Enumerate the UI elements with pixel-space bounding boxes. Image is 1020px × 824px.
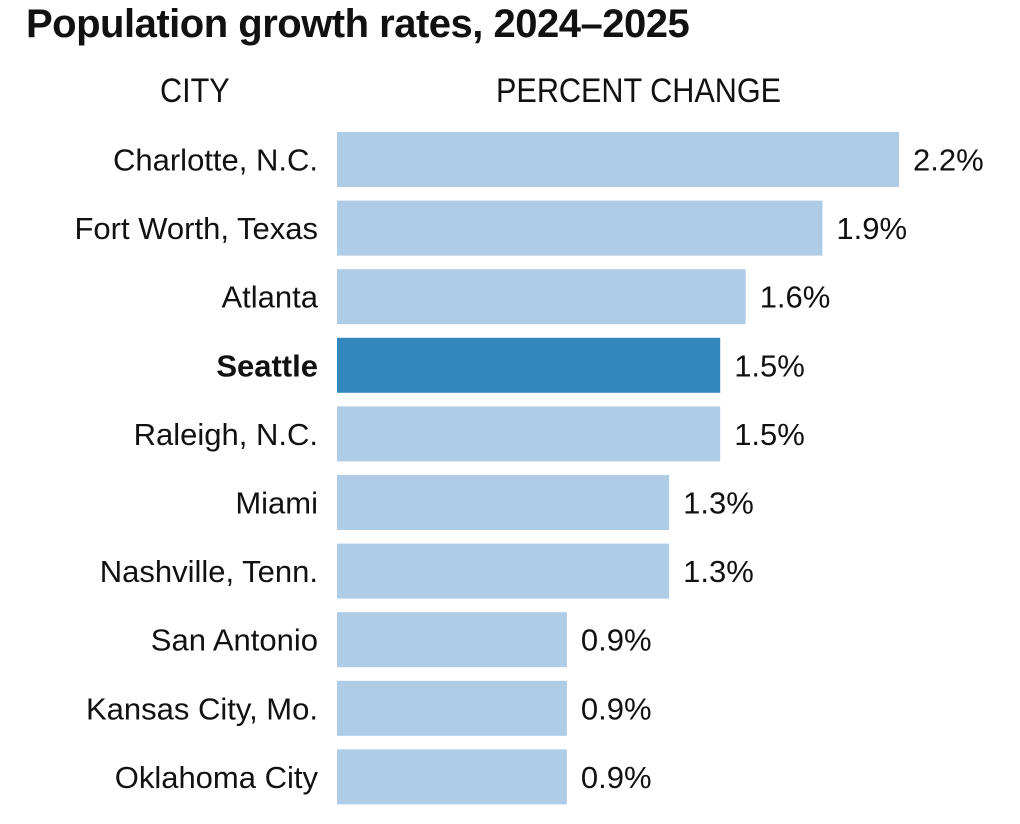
city-label-1: Fort Worth, Texas [75,211,319,246]
city-label-0: Charlotte, N.C. [113,143,318,178]
bar-8 [337,680,567,736]
value-label-4: 1.5% [734,417,805,452]
category-column-header: CITY [160,72,230,110]
bar-1 [337,200,823,256]
bar-6 [337,543,670,599]
value-label-7: 0.9% [581,623,652,658]
bar-2 [337,269,746,325]
city-label-2: Atlanta [221,280,318,315]
bar-7 [337,612,567,668]
value-label-1: 1.9% [836,211,907,246]
bar-9 [337,749,567,805]
bar-5 [337,475,670,530]
value-label-5: 1.3% [683,486,754,521]
city-label-3: Seattle [216,348,318,383]
value-label-2: 1.6% [760,280,831,315]
bar-3 [337,337,721,393]
chart-title: Population growth rates, 2024–2025 [26,2,690,46]
city-label-8: Kansas City, Mo. [86,691,318,726]
value-label-8: 0.9% [581,691,652,726]
city-label-6: Nashville, Tenn. [100,554,318,589]
city-label-9: Oklahoma City [115,760,319,795]
city-label-5: Miami [235,486,318,521]
city-label-7: San Antonio [151,623,318,658]
value-label-0: 2.2% [913,143,984,178]
value-column-header: PERCENT CHANGE [496,72,782,110]
value-label-9: 0.9% [581,760,652,795]
bar-4 [337,406,721,462]
value-label-3: 1.5% [734,348,805,383]
city-label-4: Raleigh, N.C. [134,417,318,452]
value-label-6: 1.3% [683,554,754,589]
bar-0 [337,132,899,187]
